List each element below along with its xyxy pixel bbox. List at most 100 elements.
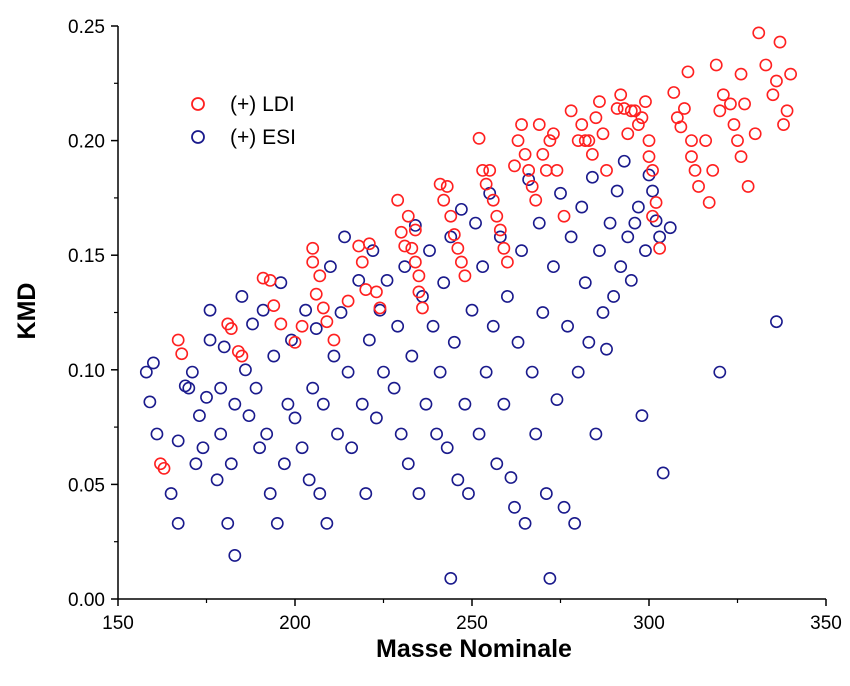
data-point xyxy=(614,260,628,274)
data-point xyxy=(401,209,415,223)
data-point xyxy=(380,274,394,287)
data-point xyxy=(685,134,698,147)
data-point xyxy=(631,118,645,131)
data-point xyxy=(706,163,720,177)
data-point xyxy=(260,427,274,441)
data-point xyxy=(702,196,716,209)
data-point xyxy=(699,134,713,147)
data-point xyxy=(274,276,288,290)
data-point xyxy=(624,274,638,287)
data-point xyxy=(564,230,578,244)
data-point xyxy=(451,241,465,255)
data-point xyxy=(320,315,334,329)
data-point xyxy=(593,95,606,109)
data-point xyxy=(511,134,525,147)
data-point xyxy=(635,111,649,125)
data-point xyxy=(267,349,281,363)
data-point xyxy=(454,255,468,269)
data-point xyxy=(355,397,369,411)
data-point xyxy=(377,365,390,379)
data-point xyxy=(522,173,536,186)
data-point xyxy=(277,457,291,471)
y-axis-ticks: 0.00 0.05 0.10 0.15 0.20 0.25 xyxy=(68,17,118,611)
data-point xyxy=(444,571,458,585)
data-point xyxy=(193,409,206,423)
data-point xyxy=(423,244,436,258)
data-point xyxy=(642,134,656,147)
data-point xyxy=(437,193,451,207)
data-point xyxy=(440,441,454,455)
data-point xyxy=(716,88,730,102)
data-point xyxy=(649,196,663,209)
data-point xyxy=(235,290,249,303)
data-point xyxy=(759,58,773,72)
data-point xyxy=(532,216,546,230)
data-point xyxy=(253,441,266,455)
data-point xyxy=(451,473,465,487)
data-point xyxy=(306,241,320,255)
data-point xyxy=(281,397,295,411)
data-point xyxy=(508,500,521,514)
data-point xyxy=(221,516,235,530)
data-point xyxy=(412,269,426,283)
data-point xyxy=(256,303,270,317)
data-point xyxy=(398,239,412,253)
data-point xyxy=(242,409,256,423)
data-point xyxy=(150,427,164,441)
data-point xyxy=(568,516,582,530)
data-point xyxy=(624,104,638,118)
data-point xyxy=(146,356,160,370)
data-point xyxy=(663,221,677,235)
data-point xyxy=(518,516,532,530)
data-point xyxy=(628,216,642,230)
series-group xyxy=(139,154,783,585)
data-point xyxy=(607,290,620,303)
data-point xyxy=(327,333,341,347)
data-point xyxy=(263,487,277,500)
data-point xyxy=(713,104,727,118)
data-point xyxy=(398,260,412,274)
data-point xyxy=(458,269,472,283)
data-point xyxy=(653,241,667,255)
data-point xyxy=(543,571,557,585)
plot-frame xyxy=(117,26,826,600)
data-point xyxy=(394,427,408,441)
data-point xyxy=(359,487,373,500)
data-point xyxy=(224,457,238,471)
data-point xyxy=(331,427,344,441)
data-point xyxy=(288,335,302,349)
data-point xyxy=(734,67,748,81)
data-point xyxy=(621,127,635,141)
data-point xyxy=(387,381,401,395)
data-point xyxy=(479,177,493,191)
data-point xyxy=(391,319,405,333)
data-point xyxy=(479,365,493,379)
data-point xyxy=(593,244,606,258)
data-point xyxy=(341,294,355,308)
data-point xyxy=(437,276,451,290)
data-point xyxy=(681,65,695,79)
data-point xyxy=(646,163,659,177)
data-point xyxy=(748,127,762,141)
data-point xyxy=(550,393,564,406)
data-point xyxy=(288,411,302,425)
data-point xyxy=(143,395,157,409)
y-tick-label: 0.20 xyxy=(68,132,105,153)
data-point xyxy=(313,487,327,500)
data-point xyxy=(203,303,217,317)
data-point xyxy=(476,260,490,274)
data-point xyxy=(585,147,599,161)
data-point xyxy=(770,315,783,329)
data-point xyxy=(536,147,550,161)
data-point xyxy=(214,427,228,441)
data-point xyxy=(639,244,652,258)
data-point xyxy=(313,269,327,283)
data-point xyxy=(486,193,500,207)
data-point xyxy=(171,516,185,530)
series-group xyxy=(154,26,797,475)
data-point xyxy=(362,333,376,347)
data-point xyxy=(578,276,592,290)
data-point xyxy=(780,104,794,118)
data-point xyxy=(412,285,426,299)
data-point xyxy=(539,163,553,177)
